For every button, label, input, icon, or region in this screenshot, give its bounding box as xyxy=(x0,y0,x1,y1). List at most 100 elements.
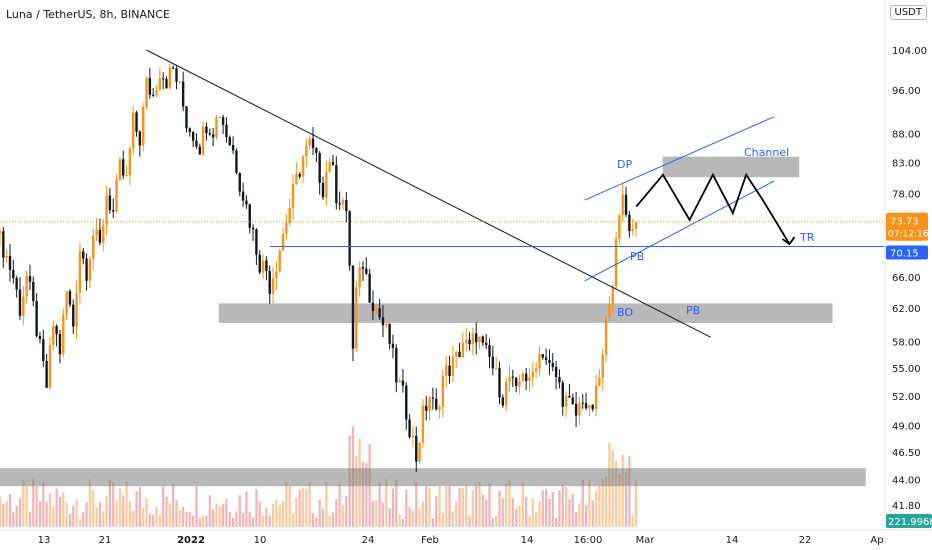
candle-body xyxy=(601,354,604,378)
candle-body xyxy=(378,308,381,318)
volume-bar xyxy=(395,480,398,527)
volume-bar xyxy=(15,505,18,527)
candle-body xyxy=(518,381,521,387)
candle-body xyxy=(631,228,634,232)
candle-body xyxy=(318,153,321,183)
candle-body xyxy=(471,333,475,345)
candle-body xyxy=(171,67,175,69)
volume-bar xyxy=(185,512,188,527)
volume-bar xyxy=(155,506,158,527)
candle-body xyxy=(438,406,441,410)
x-tick-label: 14 xyxy=(726,535,739,546)
x-tick-label: 24 xyxy=(362,535,375,546)
volume-bar xyxy=(445,486,448,527)
volume-bar xyxy=(315,516,318,527)
volume-bar xyxy=(48,493,52,527)
candle-body xyxy=(388,323,391,344)
y-tick-label: 96.00 xyxy=(892,86,921,97)
volume-bar xyxy=(611,450,614,527)
volume-bar xyxy=(238,495,241,527)
volume-bar xyxy=(172,484,175,527)
time-axis: 13 21 2022 10 24 Feb 14 16:00 Mar 14 22 Ap xyxy=(0,529,932,546)
candle-body xyxy=(465,339,468,343)
candle-body xyxy=(398,380,401,383)
volume-bar xyxy=(175,500,178,527)
volume-bar xyxy=(495,515,498,527)
candle-body xyxy=(95,229,98,236)
volume-bar xyxy=(415,481,418,527)
candle-body xyxy=(348,211,351,266)
volume-badge xyxy=(886,514,932,528)
candle-body xyxy=(178,81,182,83)
volume-bar xyxy=(52,506,55,527)
volume-bar xyxy=(561,484,564,527)
volume-bar xyxy=(481,494,484,527)
annotation-label: PB xyxy=(686,304,700,317)
candle-body xyxy=(208,133,211,135)
candle-body xyxy=(281,233,285,251)
volume-bar xyxy=(2,504,5,527)
volume-bar xyxy=(511,498,514,527)
volume-bar xyxy=(78,518,82,527)
candle-body xyxy=(358,267,361,288)
candle-body xyxy=(235,150,238,174)
volume-bar xyxy=(614,460,618,527)
candle-body xyxy=(52,326,55,346)
candle-body xyxy=(295,173,298,185)
x-tick-label: 14 xyxy=(521,535,534,546)
candle-body xyxy=(634,221,638,229)
candle-body xyxy=(161,78,165,80)
projection-path xyxy=(635,172,791,245)
volume-bar xyxy=(441,513,444,527)
volume-bar xyxy=(508,481,511,527)
volume-bar xyxy=(578,503,581,527)
candle-body xyxy=(368,273,371,303)
candle-body xyxy=(148,78,152,95)
candle-body xyxy=(88,258,92,281)
candle-body xyxy=(221,117,225,125)
candle-body xyxy=(155,90,158,95)
volume-bar xyxy=(112,482,115,527)
candle-body xyxy=(45,360,48,388)
volume-bar xyxy=(628,456,631,527)
candle-body xyxy=(598,377,601,386)
volume-bar xyxy=(581,480,584,527)
candle-body xyxy=(325,171,328,198)
volume-bar xyxy=(65,502,68,527)
annotation-label: Channel xyxy=(744,146,789,159)
candle-body xyxy=(28,276,32,282)
y-tick-label: 83.00 xyxy=(892,159,921,170)
candle-body xyxy=(371,302,375,311)
candle-body xyxy=(594,385,598,410)
volume-bar xyxy=(285,481,288,527)
volume-bar xyxy=(408,506,411,527)
candle-body xyxy=(458,351,461,358)
candle-body xyxy=(118,159,122,180)
candle-body xyxy=(361,267,365,269)
volume-bar xyxy=(82,512,85,527)
volume-bar xyxy=(598,485,601,527)
volume-bar xyxy=(391,488,395,527)
candle-body xyxy=(614,238,618,287)
volume-bar xyxy=(371,500,375,527)
candle-body xyxy=(92,235,95,259)
volume-bar xyxy=(634,480,638,527)
volume-bar xyxy=(568,499,571,527)
projection-arrowhead xyxy=(781,236,796,246)
volume-bar xyxy=(331,512,335,527)
candle-body xyxy=(82,251,85,259)
tr-level-label: 70.15 xyxy=(890,249,919,260)
price-zone xyxy=(218,303,833,323)
volume-bars xyxy=(0,426,638,527)
volume-bar xyxy=(268,515,271,527)
volume-bar xyxy=(548,498,551,527)
candle-body xyxy=(285,223,288,234)
candle-body xyxy=(451,356,455,377)
last-price-label: 73.73 xyxy=(890,217,919,228)
volume-bar xyxy=(122,495,125,527)
candle-body xyxy=(298,173,301,177)
candle-body xyxy=(135,112,138,132)
candle-body xyxy=(48,345,52,388)
currency-selector[interactable]: USDT xyxy=(889,5,927,20)
candle-body xyxy=(385,323,388,326)
